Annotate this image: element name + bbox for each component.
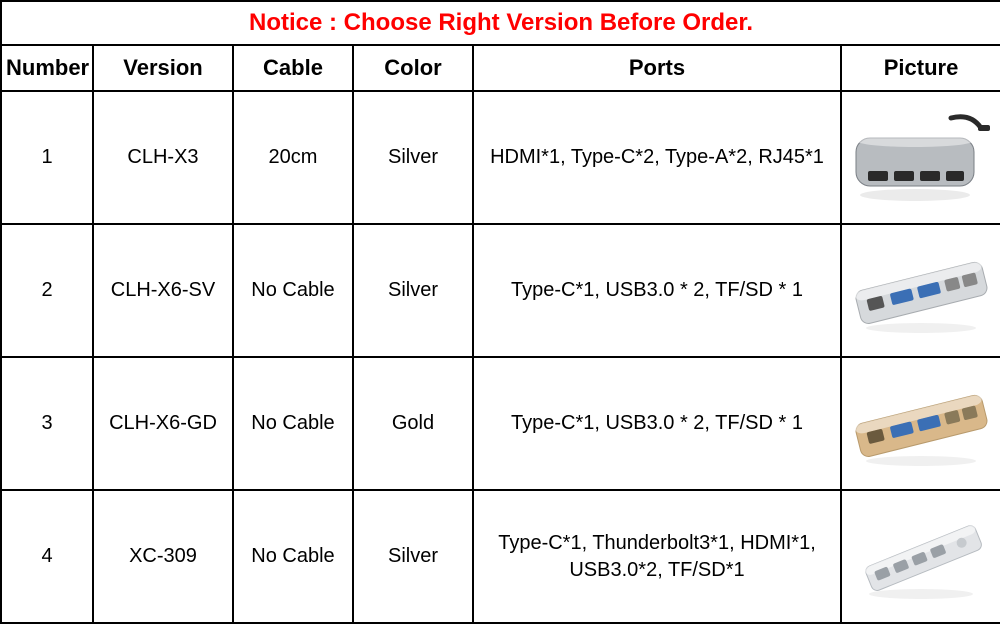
- cell-color: Gold: [353, 357, 473, 490]
- cell-cable: No Cable: [233, 490, 353, 623]
- cell-number: 2: [1, 224, 93, 357]
- notice-text: Notice : Choose Right Version Before Ord…: [1, 1, 1000, 45]
- cell-ports: Type-C*1, USB3.0 * 2, TF/SD * 1: [473, 224, 841, 357]
- cell-number: 1: [1, 91, 93, 224]
- col-header-version: Version: [93, 45, 233, 91]
- product-image-icon: [846, 495, 996, 618]
- col-header-picture: Picture: [841, 45, 1000, 91]
- header-row: Number Version Cable Color Ports Picture: [1, 45, 1000, 91]
- cell-color: Silver: [353, 224, 473, 357]
- table-row: 3 CLH-X6-GD No Cable Gold Type-C*1, USB3…: [1, 357, 1000, 490]
- product-image-icon: [846, 229, 996, 352]
- col-header-number: Number: [1, 45, 93, 91]
- notice-row: Notice : Choose Right Version Before Ord…: [1, 1, 1000, 45]
- cell-picture: [841, 357, 1000, 490]
- col-header-ports: Ports: [473, 45, 841, 91]
- cell-picture: [841, 224, 1000, 357]
- table-row: 1 CLH-X3 20cm Silver HDMI*1, Type-C*2, T…: [1, 91, 1000, 224]
- cell-cable: No Cable: [233, 357, 353, 490]
- cell-number: 3: [1, 357, 93, 490]
- product-image-icon: [846, 96, 996, 219]
- cell-picture: [841, 91, 1000, 224]
- product-version-table: Notice : Choose Right Version Before Ord…: [0, 0, 1000, 624]
- col-header-color: Color: [353, 45, 473, 91]
- cell-ports: HDMI*1, Type-C*2, Type-A*2, RJ45*1: [473, 91, 841, 224]
- cell-ports: Type-C*1, Thunderbolt3*1, HDMI*1, USB3.0…: [473, 490, 841, 623]
- col-header-cable: Cable: [233, 45, 353, 91]
- table-row: 4 XC-309 No Cable Silver Type-C*1, Thund…: [1, 490, 1000, 623]
- cell-ports: Type-C*1, USB3.0 * 2, TF/SD * 1: [473, 357, 841, 490]
- cell-color: Silver: [353, 490, 473, 623]
- cell-cable: 20cm: [233, 91, 353, 224]
- cell-picture: [841, 490, 1000, 623]
- cell-version: CLH-X6-GD: [93, 357, 233, 490]
- cell-number: 4: [1, 490, 93, 623]
- table-row: 2 CLH-X6-SV No Cable Silver Type-C*1, US…: [1, 224, 1000, 357]
- cell-color: Silver: [353, 91, 473, 224]
- cell-cable: No Cable: [233, 224, 353, 357]
- product-image-icon: [846, 362, 996, 485]
- cell-version: XC-309: [93, 490, 233, 623]
- cell-version: CLH-X3: [93, 91, 233, 224]
- cell-version: CLH-X6-SV: [93, 224, 233, 357]
